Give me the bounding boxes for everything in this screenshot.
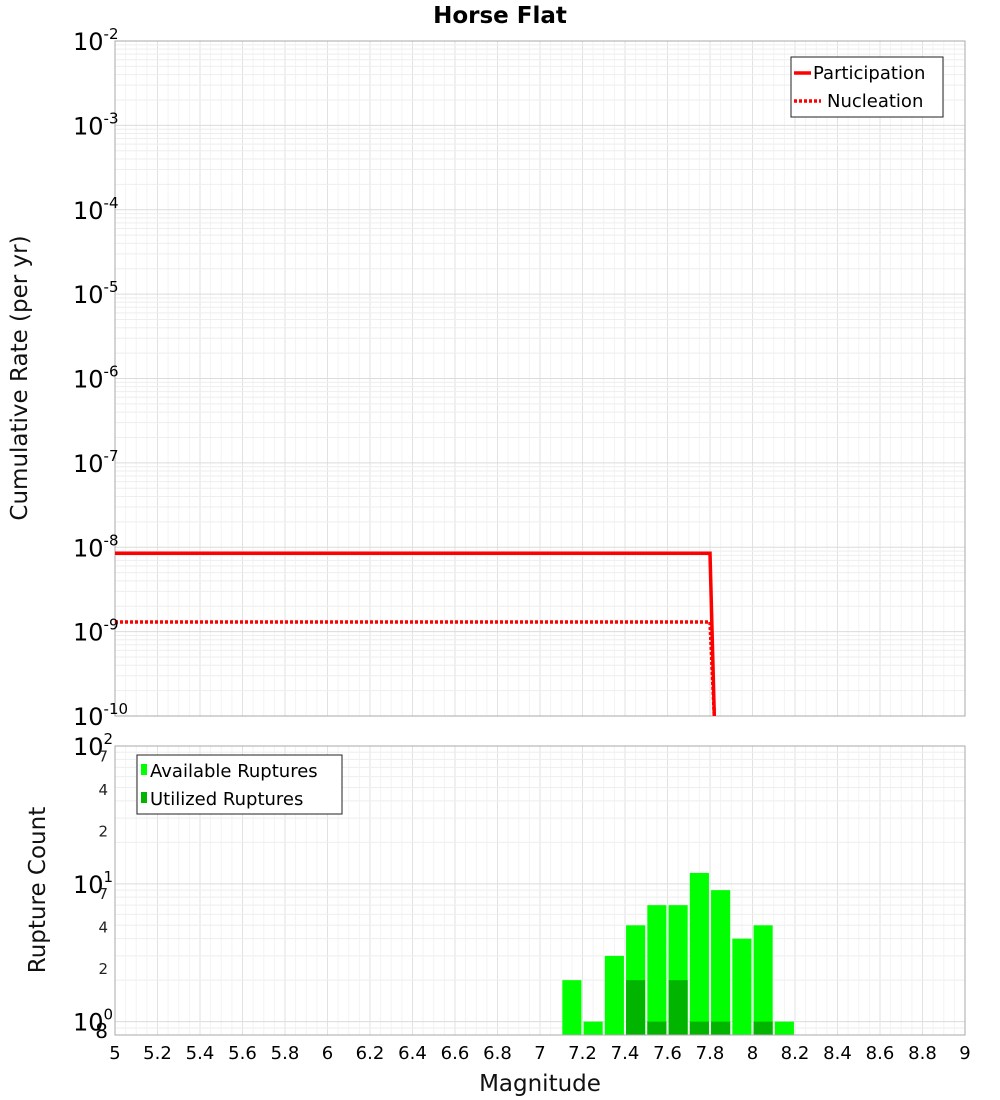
x-tick-label: 7.8 [696, 1043, 725, 1064]
x-tick-label: 6.4 [398, 1043, 427, 1064]
x-tick-label: 9 [959, 1043, 970, 1064]
bottom-y-minor-tick-label: 2 [98, 822, 108, 840]
top-y-tick-label: 10-6 [73, 363, 119, 394]
top-y-axis-label: Cumulative Rate (per yr) [7, 235, 33, 520]
top-plot-series [115, 551, 717, 717]
x-tick-label: 5 [109, 1043, 120, 1064]
bottom-y-minor-tick-label: 2 [98, 960, 108, 978]
available-ruptures-bar [732, 938, 752, 1035]
x-tick-label: 5.8 [271, 1043, 300, 1064]
top-y-tick-label: 10-2 [73, 25, 119, 56]
x-tick-label: 8.6 [866, 1043, 895, 1064]
utilized-ruptures-bar [668, 980, 688, 1035]
x-tick-label: 8 [747, 1043, 758, 1064]
available-ruptures-bar [753, 925, 773, 1035]
bottom-y-tick-label: 100 [73, 1006, 113, 1037]
bottom-y-tick-label: 101 [73, 868, 113, 899]
utilized-ruptures-bar [647, 1021, 667, 1035]
x-tick-label: 7 [534, 1043, 545, 1064]
bottom-y-ticks: 102 101 100 7 4 2 7 4 2 8 [73, 730, 113, 1043]
bottom-y-minor-tick-label: 4 [98, 919, 108, 937]
x-tick-label: 8.2 [781, 1043, 810, 1064]
top-y-tick-label: 10-10 [73, 700, 128, 731]
top-y-tick-label: 10-3 [73, 109, 119, 140]
top-plot-grid [114, 41, 966, 717]
nucleation-legend-label: Nucleation [827, 91, 923, 112]
available-ruptures-bar [583, 1021, 603, 1035]
top-y-tick-label: 10-9 [73, 616, 119, 647]
x-tick-label: 8.8 [908, 1043, 937, 1064]
x-tick-label: 6.2 [356, 1043, 385, 1064]
x-tick-label: 6.6 [441, 1043, 470, 1064]
top-y-ticks: 10-2 10-3 10-4 10-5 10-6 10-7 10-8 10-9 10-10 [73, 25, 128, 731]
x-tick-label: 5.2 [143, 1043, 172, 1064]
bottom-y-minor-tick-label: 4 [98, 781, 108, 799]
utilized-ruptures-legend-swatch [141, 792, 147, 803]
available-ruptures-legend-label: Available Ruptures [150, 761, 318, 782]
top-y-tick-label: 10-5 [73, 278, 119, 309]
x-tick-label: 5.4 [186, 1043, 215, 1064]
bottom-plot-bars [562, 872, 794, 1035]
available-ruptures-bar [711, 890, 731, 1035]
available-ruptures-bar [562, 980, 582, 1035]
bottom-y-minor-tick-label: 8 [95, 1019, 108, 1043]
x-tick-label: 8.4 [823, 1043, 852, 1064]
top-y-tick-label: 10-7 [73, 447, 119, 478]
top-legend: Participation Nucleation [790, 56, 944, 118]
utilized-ruptures-bar [711, 1021, 731, 1035]
available-ruptures-legend-swatch [141, 764, 147, 775]
bottom-y-minor-tick-label: 7 [98, 885, 108, 903]
participation-line [115, 551, 717, 717]
bottom-plot-frame [114, 745, 966, 1036]
x-tick-label: 6 [322, 1043, 333, 1064]
utilized-ruptures-legend-label: Utilized Ruptures [150, 789, 303, 810]
x-tick-label: 7.4 [611, 1043, 640, 1064]
bottom-y-axis-label: Rupture Count [25, 807, 51, 973]
chart-title: Horse Flat [433, 3, 567, 29]
available-ruptures-bar [774, 1021, 794, 1035]
available-ruptures-bar [647, 905, 667, 1035]
x-tick-label: 6.8 [483, 1043, 512, 1064]
available-ruptures-bar [689, 872, 709, 1035]
bottom-legend-box [136, 754, 343, 815]
bottom-x-ticks: 5 5.2 5.4 5.6 5.8 6 6.2 6.4 6.6 6.8 7 7.2 7.4 7.6 7.8 8… [109, 1043, 970, 1064]
top-legend-box [790, 56, 944, 118]
nucleation-line [115, 620, 717, 717]
bottom-legend: Available Ruptures Utilized Ruptures [136, 754, 343, 815]
top-y-tick-label: 10-4 [73, 194, 119, 225]
available-ruptures-bar [604, 955, 624, 1035]
bottom-y-minor-tick-label: 7 [98, 747, 108, 765]
top-plot-frame [114, 40, 966, 717]
x-axis-label: Magnitude [479, 1071, 601, 1097]
utilized-ruptures-bar [753, 1021, 773, 1035]
participation-legend-label: Participation [813, 63, 925, 84]
utilized-ruptures-bar [689, 1021, 709, 1035]
utilized-ruptures-bar [626, 980, 646, 1035]
bottom-y-tick-label: 102 [73, 730, 113, 761]
top-y-tick-label: 10-8 [73, 531, 119, 562]
x-tick-label: 5.6 [228, 1043, 257, 1064]
x-tick-label: 7.6 [653, 1043, 682, 1064]
x-tick-label: 7.2 [568, 1043, 597, 1064]
